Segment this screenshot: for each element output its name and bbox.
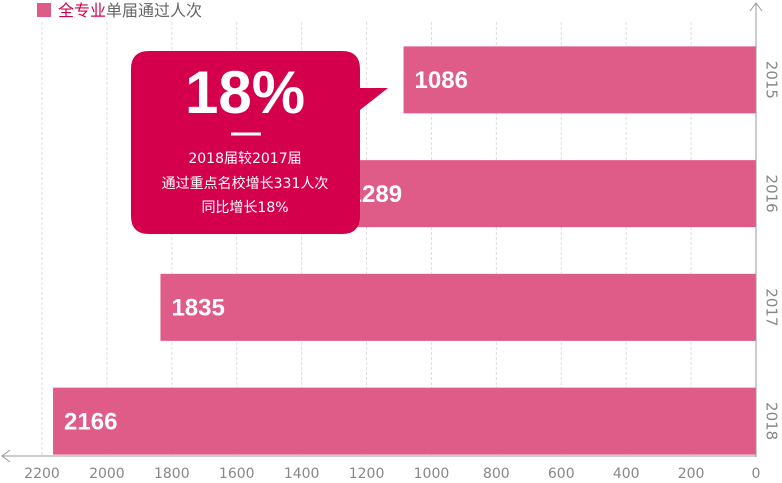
value-label: 1086 xyxy=(415,67,468,94)
callout-line: 通过重点名校增长331人次 xyxy=(162,175,329,192)
callout-box xyxy=(131,51,388,234)
bar xyxy=(337,160,756,228)
x-tick-label: 1800 xyxy=(154,466,190,482)
legend-rest: 单届通过人次 xyxy=(106,1,202,20)
bar xyxy=(403,46,756,114)
x-tick-label: 800 xyxy=(483,466,510,482)
y-tick-label: 2015 xyxy=(763,61,781,99)
x-tick-label: 1000 xyxy=(414,466,450,482)
x-tick-label: 400 xyxy=(613,466,640,482)
callout: 18% 2018届较2017届 通过重点名校增长331人次 同比增长18% xyxy=(131,51,388,234)
x-axis-arrow xyxy=(1,449,11,463)
legend-highlight: 全专业 xyxy=(58,1,106,20)
x-tick-label: 1600 xyxy=(219,466,255,482)
y-tick-label: 2018 xyxy=(763,402,781,440)
x-tick-label: 1200 xyxy=(349,466,385,482)
legend-label: 全专业单届通过人次 xyxy=(58,1,202,20)
bar xyxy=(160,273,756,341)
x-tick-label: 2000 xyxy=(89,466,125,482)
value-label: 1835 xyxy=(171,295,224,322)
callout-headline: 18% xyxy=(185,59,305,126)
x-tick-label: 0 xyxy=(752,466,761,482)
x-tick-label: 200 xyxy=(678,466,705,482)
callout-line: 同比增长18% xyxy=(201,200,288,216)
value-label: 2166 xyxy=(64,408,117,435)
legend-swatch xyxy=(37,3,51,17)
legend: 全专业单届通过人次 xyxy=(37,1,202,20)
y-axis-arrow xyxy=(749,2,763,12)
x-tick-label: 1400 xyxy=(284,466,320,482)
callout-line: 2018届较2017届 xyxy=(188,151,301,167)
bar xyxy=(53,387,756,455)
x-tick-label: 2200 xyxy=(24,466,60,482)
y-tick-label: 2016 xyxy=(763,175,781,213)
y-tick-label: 2017 xyxy=(763,288,781,326)
x-tick-label: 600 xyxy=(548,466,575,482)
